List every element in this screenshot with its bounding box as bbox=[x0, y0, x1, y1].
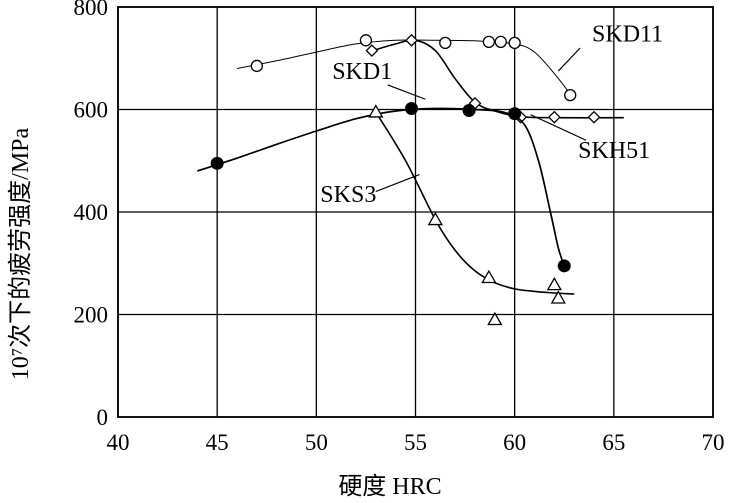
leader-line-skd1 bbox=[387, 84, 426, 100]
x-tick-label-65: 65 bbox=[602, 430, 625, 455]
point-skd11-6 bbox=[564, 89, 577, 102]
series-skh51 bbox=[197, 101, 571, 273]
x-axis-title: 硬度 HRC bbox=[338, 473, 441, 500]
x-tick-label-40: 40 bbox=[107, 430, 130, 455]
point-skh51-4 bbox=[557, 259, 571, 273]
point-sks3-5 bbox=[550, 290, 566, 304]
point-skd11-0 bbox=[250, 59, 263, 73]
series-line-sks3 bbox=[375, 111, 575, 295]
leader-line-skd11 bbox=[557, 47, 581, 72]
x-tick-label-50: 50 bbox=[305, 430, 328, 455]
point-skh51-3 bbox=[508, 107, 522, 121]
tick-labels: 40 45 50 55 60 65 70 0 200 400 600 800 bbox=[74, 0, 725, 455]
y-tick-label-600: 600 bbox=[74, 98, 109, 123]
series-label-skd1: SKD1 bbox=[332, 59, 392, 85]
point-sks3-3 bbox=[487, 311, 503, 326]
x-tick-label-70: 70 bbox=[702, 430, 725, 455]
series-label-skh51: SKH51 bbox=[578, 138, 650, 164]
point-skd11-3 bbox=[482, 35, 496, 48]
point-sks3-2 bbox=[481, 269, 497, 284]
point-sks3-4 bbox=[546, 276, 562, 291]
point-skd11-4 bbox=[494, 35, 507, 48]
point-skd1-4 bbox=[547, 110, 561, 124]
plot-frame bbox=[117, 6, 714, 418]
point-skh51-1 bbox=[405, 101, 419, 115]
point-skd1-5 bbox=[587, 110, 601, 124]
x-tick-label-60: 60 bbox=[503, 430, 526, 455]
x-tick-label-45: 45 bbox=[206, 430, 229, 455]
x-tick-label-55: 55 bbox=[404, 430, 427, 455]
y-tick-label-200: 200 bbox=[74, 303, 109, 328]
point-skd11-5 bbox=[508, 36, 521, 50]
point-skd11-2 bbox=[439, 36, 452, 50]
y-tick-label-0: 0 bbox=[97, 405, 109, 430]
y-tick-label-400: 400 bbox=[74, 200, 109, 225]
point-skd11-1 bbox=[359, 34, 373, 47]
series-label-skd11: SKD11 bbox=[592, 21, 663, 47]
point-skh51-2 bbox=[462, 104, 476, 118]
series-skd11 bbox=[236, 34, 577, 102]
y-tick-label-800: 800 bbox=[74, 0, 109, 20]
point-sks3-0 bbox=[368, 104, 384, 118]
point-skd1-1 bbox=[405, 33, 418, 47]
point-skd1-0 bbox=[365, 44, 379, 57]
series-label-sks3: SKS3 bbox=[320, 182, 376, 208]
series-labels: SKD11 SKD1 SKH51 SKS3 bbox=[320, 21, 663, 207]
leader-line-sks3 bbox=[375, 174, 420, 193]
point-skh51-0 bbox=[210, 156, 224, 170]
grid-lines bbox=[117, 6, 714, 418]
y-axis-title: 10⁷次下的疲劳强度/MPa bbox=[7, 127, 34, 380]
series-sks3 bbox=[368, 104, 575, 326]
leader-line-skh51 bbox=[530, 114, 587, 141]
series-line-skh51 bbox=[197, 107, 566, 267]
series-line-skd11 bbox=[236, 39, 571, 95]
point-sks3-1 bbox=[427, 211, 443, 226]
series-layer bbox=[197, 33, 624, 326]
